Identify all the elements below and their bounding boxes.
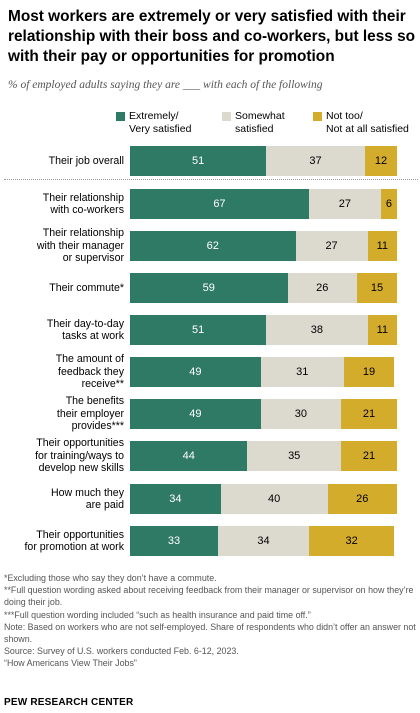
category-label: Their opportunities for training/ways to… — [35, 437, 124, 475]
note-source: Source: Survey of U.S. workers conducted… — [4, 646, 239, 657]
data-label-not: 11 — [376, 240, 389, 252]
data-label-somewhat: 30 — [294, 408, 307, 420]
chart-title: Most workers are extremely or very satis… — [8, 8, 416, 65]
data-label-extremely: 33 — [167, 535, 181, 547]
data-label-extremely: 59 — [202, 282, 215, 294]
data-label-not: 21 — [362, 450, 376, 462]
data-label-not: 21 — [362, 408, 376, 420]
data-label-not: 32 — [345, 535, 358, 547]
data-label-somewhat: 37 — [309, 155, 322, 167]
legend-item-somewhat: Somewhat satisfied — [222, 110, 285, 136]
note-commute: *Excluding those who say they don’t have… — [4, 573, 217, 583]
data-label-extremely: 44 — [182, 450, 195, 462]
category-label: Their day-to-day tasks at work — [46, 317, 124, 343]
bar-extremely — [130, 526, 219, 556]
data-label-extremely: 51 — [191, 155, 205, 167]
category-label: Their job overall — [48, 154, 124, 167]
note-sample: Note: Based on workers who are not self-… — [4, 621, 416, 645]
bar-somewhat — [260, 399, 341, 429]
bar-extremely — [130, 315, 267, 345]
data-label-somewhat: 40 — [268, 493, 281, 505]
bar-not — [340, 441, 397, 471]
data-label-not: 15 — [370, 282, 384, 294]
legend-swatch-extremely — [116, 112, 125, 121]
bar-somewhat — [295, 231, 368, 261]
data-label-somewhat: 35 — [288, 450, 301, 462]
bar-somewhat — [266, 146, 365, 176]
data-label-extremely: 49 — [189, 366, 202, 378]
data-label-not: 11 — [376, 324, 389, 336]
category-label: The amount of feedback they receive** — [55, 353, 124, 391]
data-label-extremely: 51 — [191, 324, 205, 336]
bar-not — [367, 231, 397, 261]
data-label-extremely: 49 — [189, 408, 202, 420]
note-feedback: **Full question wording asked about rece… — [4, 585, 414, 608]
data-label-somewhat: 27 — [338, 198, 352, 210]
legend-label-extremely: Extremely/ Very satisfied — [129, 110, 192, 135]
category-label: The benefits their employer provides*** — [56, 395, 124, 433]
note-benefits: ***Full question wording included “such … — [4, 609, 311, 620]
bar-not — [327, 484, 397, 514]
data-label-somewhat: 26 — [316, 282, 329, 294]
legend-item-extremely: Extremely/ Very satisfied — [116, 110, 191, 136]
data-label-not: 26 — [356, 493, 369, 505]
bar-extremely — [130, 399, 261, 429]
legend-label-not: Not too/ Not at all satisfied — [326, 110, 409, 135]
chart-notes: *Excluding those who say they don’t have… — [4, 572, 418, 670]
category-label: Their relationship with co-workers — [42, 191, 124, 217]
bar-not — [308, 526, 395, 556]
legend-swatch-somewhat — [222, 112, 231, 121]
data-label-not: 6 — [385, 198, 393, 210]
category-label: Their relationship with their manager or… — [36, 227, 124, 265]
bar-not — [364, 146, 397, 176]
bar-somewhat — [247, 441, 341, 471]
data-label-extremely: 34 — [169, 493, 182, 505]
bar-not — [380, 189, 397, 219]
data-label-somewhat: 38 — [310, 324, 323, 336]
source-brand: PEW RESEARCH CENTER — [4, 697, 134, 708]
bar-extremely — [130, 273, 288, 303]
data-label-not: 19 — [362, 366, 376, 378]
bar-extremely — [130, 484, 221, 514]
bar-somewhat — [266, 315, 368, 345]
bar-extremely — [130, 146, 267, 176]
bar-extremely — [130, 189, 309, 219]
data-label-somewhat: 27 — [325, 240, 338, 252]
category-label: Their opportunities for promotion at wor… — [24, 528, 124, 554]
bar-somewhat — [308, 189, 381, 219]
legend-item-not: Not too/ Not at all satisfied — [313, 110, 409, 136]
bar-not — [367, 315, 397, 345]
note-report-title: “How Americans View Their Jobs” — [4, 658, 137, 669]
data-label-extremely: 67 — [213, 198, 226, 210]
data-label-somewhat: 31 — [296, 366, 309, 378]
bar-not — [340, 399, 397, 429]
bar-not — [343, 357, 395, 387]
bar-extremely — [130, 231, 296, 261]
section-divider — [4, 179, 418, 180]
bar-somewhat — [218, 526, 309, 556]
bar-somewhat — [260, 357, 344, 387]
category-label: How much they are paid — [50, 486, 124, 512]
legend-swatch-not — [313, 112, 322, 121]
bar-not — [356, 273, 397, 303]
bar-somewhat — [220, 484, 328, 514]
chart-subtitle: % of employed adults saying they are ___… — [8, 79, 323, 91]
legend-label-somewhat: Somewhat satisfied — [235, 110, 285, 135]
data-label-not: 12 — [374, 155, 388, 167]
category-label: Their commute* — [49, 281, 124, 294]
bar-somewhat — [287, 273, 357, 303]
bar-extremely — [130, 357, 261, 387]
data-label-extremely: 62 — [206, 240, 219, 252]
bar-extremely — [130, 441, 248, 471]
data-label-somewhat: 34 — [257, 535, 270, 547]
